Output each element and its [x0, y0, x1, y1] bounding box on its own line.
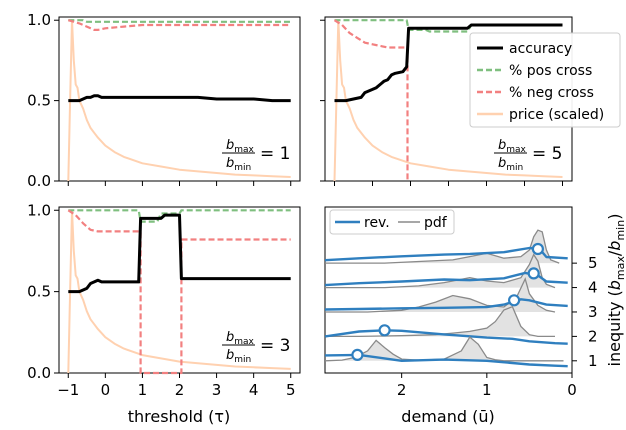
rev-max-marker-inequity-4 [529, 268, 539, 278]
ratio-value: = 1 [260, 144, 290, 164]
y-tick-label: 1.0 [27, 201, 51, 219]
legend-label-price: price (scaled) [509, 107, 604, 123]
rev-max-marker-inequity-5 [533, 244, 543, 254]
x-tick-label: 2 [397, 381, 407, 399]
ratio-numerator: bmax [226, 330, 255, 347]
y-tick-label: 1.0 [27, 11, 51, 29]
series-line-accuracy [68, 215, 290, 292]
y-tick-label: 1 [588, 352, 598, 370]
rev-max-marker-inequity-2 [380, 325, 390, 335]
legend-label-pdf: pdf [424, 215, 448, 231]
y-tick-label: 0.0 [27, 172, 51, 190]
y-tick-label: 3 [588, 303, 598, 321]
y-tick-label: 0.5 [27, 92, 51, 110]
x-axis-label-threshold: threshold (τ) [128, 407, 231, 426]
y-tick-label: 0.0 [27, 364, 51, 382]
legend-label-pos-cross: % pos cross [509, 63, 592, 79]
legend-label-rev: rev. [364, 215, 390, 231]
ratio-denominator: bmin [226, 348, 251, 365]
x-tick-label: 3 [212, 381, 222, 399]
ratio-value: = 5 [532, 144, 562, 164]
ridge-legend: rev. pdf [330, 210, 454, 234]
ratio-denominator: bmin [498, 156, 523, 173]
rev-max-marker-inequity-3 [509, 295, 519, 305]
x-tick-label: 5 [286, 381, 296, 399]
ratio-numerator: bmax [498, 138, 527, 155]
main-legend: accuracy % pos cross % neg cross price (… [470, 33, 620, 127]
ratio-value: = 3 [260, 336, 290, 356]
x-axis-label-demand: demand (ū) [401, 407, 494, 426]
legend-label-neg-cross: % neg cross [509, 85, 594, 101]
ratio-denominator: bmin [226, 156, 251, 173]
x-tick-label: 1 [482, 381, 492, 399]
x-tick-label: 1 [138, 381, 148, 399]
ridge-plot-area [325, 230, 568, 366]
x-tick-label: 4 [249, 381, 259, 399]
legend-label-accuracy: accuracy [509, 41, 572, 57]
rev-max-marker-inequity-1 [352, 350, 362, 360]
x-tick-label: 0 [101, 381, 111, 399]
x-tick-label: 2 [175, 381, 185, 399]
y-axis-label-inequity: inequity (bmax/bmin) [605, 214, 626, 367]
y-tick-label: 2 [588, 327, 598, 345]
x-tick-label: 0 [567, 381, 577, 399]
series-line-pos-cross [68, 20, 290, 22]
y-tick-label: 4 [588, 279, 598, 297]
ratio-numerator: bmax [226, 138, 255, 155]
y-tick-label: 5 [588, 254, 598, 272]
series-line-accuracy [68, 96, 290, 101]
x-tick-label: −1 [57, 381, 79, 399]
y-tick-label: 0.5 [27, 283, 51, 301]
